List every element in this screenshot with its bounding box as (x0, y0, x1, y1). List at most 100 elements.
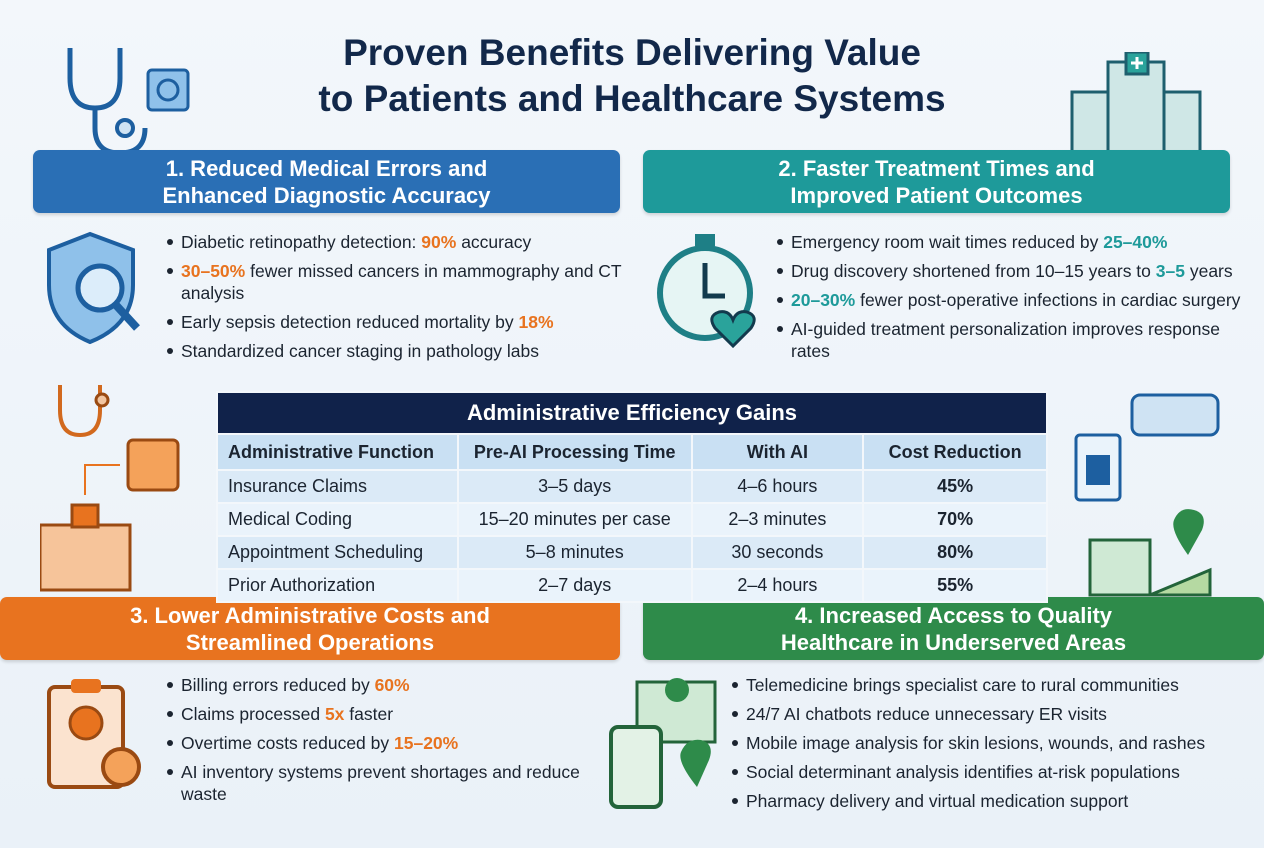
highlight: 3–5 (1155, 261, 1185, 281)
section-heading-line: 2. Faster Treatment Times and (778, 155, 1095, 181)
section-header: 3. Lower Administrative Costs and Streaml… (0, 597, 620, 660)
bullet-text: Telemedicine brings specialist care to r… (746, 675, 1179, 695)
bullet-text: Claims processed (181, 704, 325, 724)
section-header: 1. Reduced Medical Errors and Enhanced Di… (33, 150, 620, 213)
bullet-text: fewer post-operative infections in cardi… (855, 290, 1241, 310)
shield-icon (47, 231, 140, 345)
bullet-text: Overtime costs reduced by (181, 733, 394, 753)
bullet-text: Diabetic retinopathy detection: (181, 232, 422, 252)
table-cell: 2–7 days (456, 568, 693, 603)
bullet: Telemedicine brings specialist care to r… (730, 674, 1255, 696)
section-heading-line: Healthcare in Underserved Areas (780, 629, 1127, 655)
bullet-list: Telemedicine brings specialist care to r… (730, 674, 1255, 819)
bullet-list: Emergency room wait times reduced by 25–… (775, 231, 1245, 369)
highlight: 5x (324, 704, 345, 724)
bullet-list: Diabetic retinopathy detection: 90% accu… (165, 231, 635, 369)
table-header-row: Administrative Function Pre-AI Processing… (216, 433, 1048, 471)
bullet-text: AI-guided treatment personalization impr… (791, 319, 1220, 361)
title: Proven Benefits Delivering Value to Patie… (0, 30, 1264, 122)
bullet: AI inventory systems prevent shortages a… (165, 761, 605, 805)
bullet-text: fewer missed cancers in mammography and … (181, 261, 622, 303)
bullet-text: Emergency room wait times reduced by (791, 232, 1104, 252)
column-header: Pre-AI Processing Time (456, 433, 693, 471)
table-cell: Medical Coding (216, 502, 459, 537)
highlight: 30–50% (181, 261, 246, 281)
table-row: Appointment Scheduling 5–8 minutes 30 seco… (216, 535, 1048, 570)
bullet-text: 24/7 AI chatbots reduce unnecessary ER v… (746, 704, 1107, 724)
map-icons (1074, 393, 1220, 597)
bullet: Standardized cancer staging in pathology… (165, 340, 635, 362)
highlight: 60% (374, 675, 410, 695)
table-cell: 15–20 minutes per case (456, 502, 693, 537)
bullet-text: Drug discovery shortened from 10–15 year… (791, 261, 1156, 281)
table-cell: 80% (862, 535, 1048, 570)
section-heading-line: Enhanced Diagnostic Accuracy (162, 182, 491, 208)
table-cell: 30 seconds (690, 535, 865, 570)
network-icons (40, 385, 180, 592)
stethoscope-chip-icon (67, 48, 190, 156)
table-cell: 45% (862, 469, 1048, 504)
telemedicine-icon (609, 678, 717, 809)
bullet: 30–50% fewer missed cancers in mammograp… (165, 260, 635, 304)
bullet: Pharmacy delivery and virtual medication… (730, 790, 1255, 812)
section-header: 2. Faster Treatment Times and Improved Pa… (643, 150, 1230, 213)
column-header: Administrative Function (216, 433, 459, 471)
bullet: 20–30% fewer post-operative infections i… (775, 289, 1245, 311)
table-row: Prior Authorization 2–7 days 2–4 hours 55% (216, 568, 1048, 603)
table-cell: 55% (862, 568, 1048, 603)
table-cell: Appointment Scheduling (216, 535, 459, 570)
table-title-row: Administrative Efficiency Gains (216, 391, 1048, 435)
highlight: 25–40% (1103, 232, 1168, 252)
bullet: AI-guided treatment personalization impr… (775, 318, 1245, 362)
table-cell: Prior Authorization (216, 568, 459, 603)
table-row: Insurance Claims 3–5 days 4–6 hours 45% (216, 469, 1048, 504)
bullet: Claims processed 5x faster (165, 703, 605, 725)
stopwatch-icon (657, 234, 756, 348)
title-line: Proven Benefits Delivering Value (343, 32, 921, 73)
highlight: 18% (518, 312, 554, 332)
bullet: Emergency room wait times reduced by 25–… (775, 231, 1245, 253)
bullet: 24/7 AI chatbots reduce unnecessary ER v… (730, 703, 1255, 725)
efficiency-table: Administrative Efficiency Gains Administr… (216, 391, 1048, 603)
clipboard-icon (47, 679, 141, 789)
column-header: Cost Reduction (862, 433, 1048, 471)
table-cell: 3–5 days (456, 469, 693, 504)
bullet-text: Billing errors reduced by (181, 675, 375, 695)
bullet: Overtime costs reduced by 15–20% (165, 732, 605, 754)
table-title: Administrative Efficiency Gains (216, 391, 1048, 435)
bullet: Social determinant analysis identifies a… (730, 761, 1255, 783)
bullet-text: faster (344, 704, 394, 724)
section-heading-line: 3. Lower Administrative Costs and (130, 602, 490, 628)
highlight: 90% (421, 232, 457, 252)
bullet-text: Social determinant analysis identifies a… (746, 762, 1180, 782)
bullet-text: Mobile image analysis for skin lesions, … (746, 733, 1206, 753)
table-cell: 2–4 hours (690, 568, 865, 603)
bullet: Diabetic retinopathy detection: 90% accu… (165, 231, 635, 253)
highlight: 15–20% (394, 733, 459, 753)
bullet-text: Early sepsis detection reduced mortality… (181, 312, 519, 332)
table-cell: 2–3 minutes (690, 502, 865, 537)
bullet: Drug discovery shortened from 10–15 year… (775, 260, 1245, 282)
table-row: Medical Coding 15–20 minutes per case 2–3 … (216, 502, 1048, 537)
table-cell: Insurance Claims (216, 469, 459, 504)
table-cell: 5–8 minutes (456, 535, 693, 570)
title-line: to Patients and Healthcare Systems (318, 78, 946, 119)
column-header: With AI (690, 433, 865, 471)
bullet: Mobile image analysis for skin lesions, … (730, 732, 1255, 754)
highlight: 20–30% (791, 290, 856, 310)
section-heading-line: Streamlined Operations (185, 629, 435, 655)
section-heading-line: Improved Patient Outcomes (790, 182, 1083, 208)
bullet-text: accuracy (456, 232, 532, 252)
bullet-text: Standardized cancer staging in pathology… (181, 341, 540, 361)
section-heading-line: 1. Reduced Medical Errors and (165, 155, 488, 181)
bullet-list: Billing errors reduced by 60% Claims proc… (165, 674, 605, 812)
bullet-text: Pharmacy delivery and virtual medication… (746, 791, 1129, 811)
table-cell: 70% (862, 502, 1048, 537)
bullet-text: years (1184, 261, 1233, 281)
bullet: Billing errors reduced by 60% (165, 674, 605, 696)
section-header: 4. Increased Access to Quality Healthcare… (643, 597, 1264, 660)
bullet: Early sepsis detection reduced mortality… (165, 311, 635, 333)
table-cell: 4–6 hours (690, 469, 865, 504)
hospital-icon (1070, 52, 1202, 152)
